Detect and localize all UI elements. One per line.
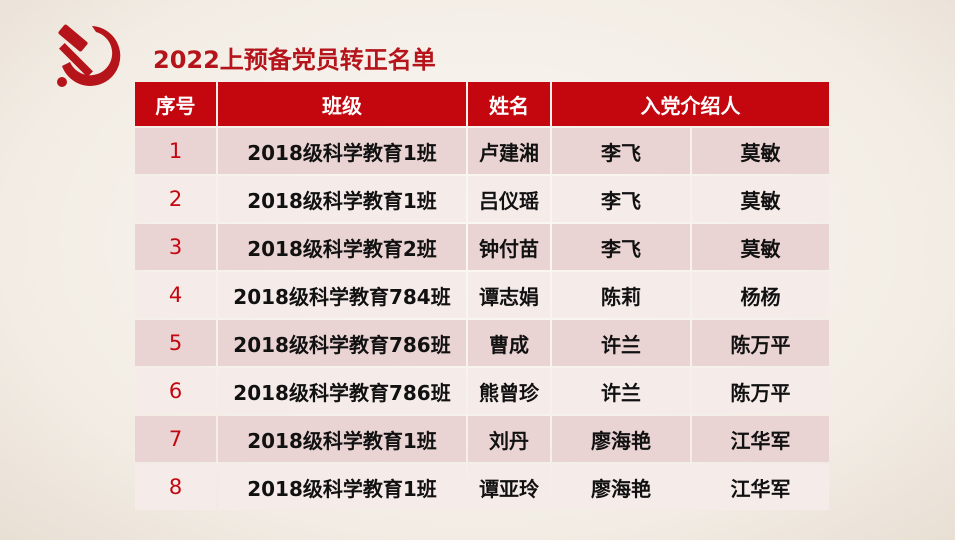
cell-name: 谭亚玲 xyxy=(468,464,550,510)
table-row: 8 2018级科学教育1班 谭亚玲 廖海艳 江华军 xyxy=(135,464,829,510)
cell-index: 4 xyxy=(135,272,216,318)
header-class: 班级 xyxy=(218,82,466,126)
table-row: 6 2018级科学教育786班 熊曾珍 许兰 陈万平 xyxy=(135,368,829,414)
cell-class: 2018级科学教育2班 xyxy=(218,224,466,270)
cell-introducer-1: 陈莉 xyxy=(552,272,690,318)
cell-introducer-2: 莫敏 xyxy=(692,176,829,222)
cell-introducer-2: 杨杨 xyxy=(692,272,829,318)
header-introducers: 入党介绍人 xyxy=(552,82,829,126)
cell-introducer-1: 许兰 xyxy=(552,320,690,366)
header-index: 序号 xyxy=(135,82,216,126)
cell-introducer-1: 许兰 xyxy=(552,368,690,414)
cell-index: 2 xyxy=(135,176,216,222)
cell-introducer-1: 廖海艳 xyxy=(552,416,690,462)
cell-introducer-2: 陈万平 xyxy=(692,368,829,414)
cell-introducer-1: 李飞 xyxy=(552,128,690,174)
cell-introducer-2: 陈万平 xyxy=(692,320,829,366)
cell-introducer-2: 莫敏 xyxy=(692,224,829,270)
cell-class: 2018级科学教育1班 xyxy=(218,128,466,174)
hammer-sickle-icon xyxy=(57,24,121,87)
table-row: 3 2018级科学教育2班 钟付苗 李飞 莫敏 xyxy=(135,224,829,270)
cell-class: 2018级科学教育1班 xyxy=(218,416,466,462)
cell-introducer-1: 李飞 xyxy=(552,176,690,222)
cell-name: 曹成 xyxy=(468,320,550,366)
table-row: 5 2018级科学教育786班 曹成 许兰 陈万平 xyxy=(135,320,829,366)
cell-introducer-2: 莫敏 xyxy=(692,128,829,174)
cell-class: 2018级科学教育1班 xyxy=(218,464,466,510)
cell-introducer-2: 江华军 xyxy=(692,464,829,510)
table-header: 序号 班级 姓名 入党介绍人 xyxy=(135,82,829,126)
cell-introducer-2: 江华军 xyxy=(692,416,829,462)
cell-name: 谭志娟 xyxy=(468,272,550,318)
cell-name: 吕仪瑶 xyxy=(468,176,550,222)
table-row: 1 2018级科学教育1班 卢建湘 李飞 莫敏 xyxy=(135,128,829,174)
cell-index: 5 xyxy=(135,320,216,366)
cell-class: 2018级科学教育784班 xyxy=(218,272,466,318)
cell-index: 7 xyxy=(135,416,216,462)
table-row: 4 2018级科学教育784班 谭志娟 陈莉 杨杨 xyxy=(135,272,829,318)
header-name: 姓名 xyxy=(468,82,550,126)
cell-class: 2018级科学教育786班 xyxy=(218,320,466,366)
cell-index: 1 xyxy=(135,128,216,174)
cell-introducer-1: 李飞 xyxy=(552,224,690,270)
cell-name: 钟付苗 xyxy=(468,224,550,270)
cell-class: 2018级科学教育1班 xyxy=(218,176,466,222)
member-table: 序号 班级 姓名 入党介绍人 1 2018级科学教育1班 卢建湘 李飞 莫敏 2 2018级… xyxy=(133,80,831,512)
cell-class: 2018级科学教育786班 xyxy=(218,368,466,414)
cell-index: 3 xyxy=(135,224,216,270)
table-row: 2 2018级科学教育1班 吕仪瑶 李飞 莫敏 xyxy=(135,176,829,222)
cell-name: 熊曾珍 xyxy=(468,368,550,414)
page-title: 2022上预备党员转正名单 xyxy=(153,46,436,74)
cell-index: 6 xyxy=(135,368,216,414)
cell-name: 刘丹 xyxy=(468,416,550,462)
cell-name: 卢建湘 xyxy=(468,128,550,174)
cell-introducer-1: 廖海艳 xyxy=(552,464,690,510)
table-row: 7 2018级科学教育1班 刘丹 廖海艳 江华军 xyxy=(135,416,829,462)
cell-index: 8 xyxy=(135,464,216,510)
